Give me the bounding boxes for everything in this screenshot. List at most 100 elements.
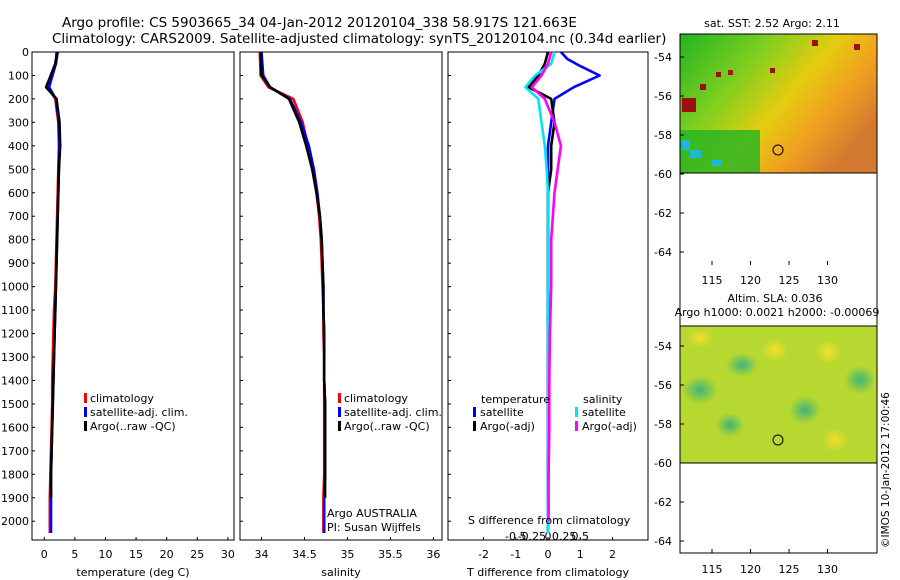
legend-satellite: satellite-adj. clim. [90,406,188,419]
salinity-panel-frame [239,51,443,541]
map-y-tick-label: -56 [654,90,672,103]
depth-tick-label: 700 [8,210,29,223]
sst-map-title: sat. SST: 2.52 Argo: 2.11 [704,17,840,30]
x-tick-label: -2 [478,548,489,561]
difference-xlabel: T difference from climatology [466,566,629,579]
sla-argo-location-marker [772,434,784,446]
x-tick-label: 36 [426,548,440,561]
legend-sal-satellite: satellite [582,406,626,419]
legend-swatch-temp-argo [473,421,476,431]
depth-tick-label: 1000 [1,281,29,294]
sla-map-title-1: Altim. SLA: 0.036 [727,292,822,305]
legend-argo: Argo(..raw -QC) [344,420,430,433]
depth-tick-label: 1200 [1,328,29,341]
map-y-tick-label: -56 [654,379,672,392]
map-x-tick-label: 130 [817,274,838,287]
legend-temperature-title: temperature [481,393,550,406]
depth-tick-label: 300 [8,116,29,129]
salinity-xlabel: salinity [321,566,361,579]
map-y-tick-label: -64 [654,246,672,259]
depth-tick-label: 200 [8,93,29,106]
legend-argo: Argo(..raw -QC) [90,420,176,433]
legend-swatch-satellite [84,407,87,417]
header-line-1: Argo profile: CS 5903665_34 04-Jan-2012 … [62,15,577,31]
x-tick-label: 1 [577,548,584,561]
legend-swatch-sal-argo [575,421,578,431]
series-line-satellite-adj-clim- [260,51,327,533]
series-line-argo-raw-qc- [44,51,62,498]
sla-map-empty-area [679,462,878,554]
x-tick-label: -1 [510,548,521,561]
depth-tick-label: 1600 [1,421,29,434]
legend-satellite: satellite-adj. clim. [344,406,442,419]
map-y-tick-label: -64 [654,535,672,548]
x-tick-label: 5 [71,548,78,561]
x-tick-label: 0 [545,548,552,561]
depth-tick-label: 400 [8,140,29,153]
map-x-tick-label: 125 [779,274,800,287]
sst-argo-location-marker [772,144,784,156]
map-y-tick-label: -60 [654,168,672,181]
float-pi: PI: Susan Wijffels [327,521,421,534]
map-y-tick-label: -62 [654,207,672,220]
depth-tick-label: 100 [8,69,29,82]
legend-swatch-climatology [84,393,87,403]
depth-tick-label: 1500 [1,398,29,411]
series-line-salinity-argo-adj- [530,51,563,522]
header-line-2: Climatology: CARS2009. Satellite-adjuste… [52,31,666,47]
x-tick-label: 30 [221,548,235,561]
legend-swatch-argo [338,421,341,431]
s-tick-label: -0.5 [505,530,526,543]
s-difference-label: S difference from climatology [468,514,631,527]
depth-axis: 0 100 200 300 400 500 600 700 800 900 1000 1100 1200… [1,46,451,528]
depth-tick-label: 1100 [1,304,29,317]
imos-credit: ©IMOS 10-Jan-2012 17:00:46 [880,392,892,548]
x-tick-label: 35 [340,548,354,561]
depth-tick-label: 600 [8,187,29,200]
legend-sal-argo: Argo(-adj) [582,420,637,433]
s-tick-label: 0 [545,530,552,543]
legend-swatch-sal-satellite [575,407,578,417]
map-y-tick-label: -58 [654,129,672,142]
legend-climatology: climatology [344,392,408,405]
map-y-tick-label: -58 [654,418,672,431]
sst-texture [680,40,860,173]
sla-map-title-2: Argo h1000: 0.0021 h2000: -0.00069 [675,306,880,319]
x-axes: 0 5 10 15 20 25 30 34 34.5 35 35.5 36 -2 -1 0 1 2 -0.5-0.… [41,530,616,561]
legend-swatch-temp-satellite [473,407,476,417]
float-agency: Argo AUSTRALIA [327,507,417,520]
depth-tick-label: 1400 [1,374,29,387]
map-x-tick-label: 130 [817,563,838,576]
series-line-climatology [258,51,326,533]
map-x-tick-label: 125 [779,563,800,576]
sla-map [679,325,878,554]
depth-tick-label: 1300 [1,351,29,364]
depth-tick-label: 0 [22,46,29,59]
x-tick-label: 20 [160,548,174,561]
depth-tick-label: 500 [8,163,29,176]
map-x-tick-label: 120 [740,274,761,287]
x-tick-label: 34.5 [292,548,317,561]
depth-tick-label: 800 [8,234,29,247]
x-tick-label: 35.5 [378,548,403,561]
series-line-climatology [46,51,61,533]
temperature-legend: climatology satellite-adj. clim. Argo(..… [84,392,188,433]
depth-tick-label: 2000 [1,515,29,528]
map-axes: -54 -56 -58 -60 -62 -64 115 120 125 130 -54 -56 -58 -… [654,51,838,576]
sla-texture [682,328,876,452]
map-y-tick-label: -62 [654,496,672,509]
x-tick-label: 0 [41,548,48,561]
difference-legend: temperature salinity satellite Argo(-adj… [473,393,637,433]
depth-tick-label: 1900 [1,492,29,505]
x-tick-label: 2 [609,548,616,561]
map-y-tick-label: -54 [654,340,672,353]
salinity-legend: climatology satellite-adj. clim. Argo(..… [338,392,442,433]
map-y-tick-label: -54 [654,51,672,64]
x-tick-label: 15 [129,548,143,561]
x-tick-label: 34 [254,548,268,561]
temperature-panel-frame [31,51,235,541]
legend-temp-argo: Argo(-adj) [480,420,535,433]
legend-swatch-argo [84,421,87,431]
